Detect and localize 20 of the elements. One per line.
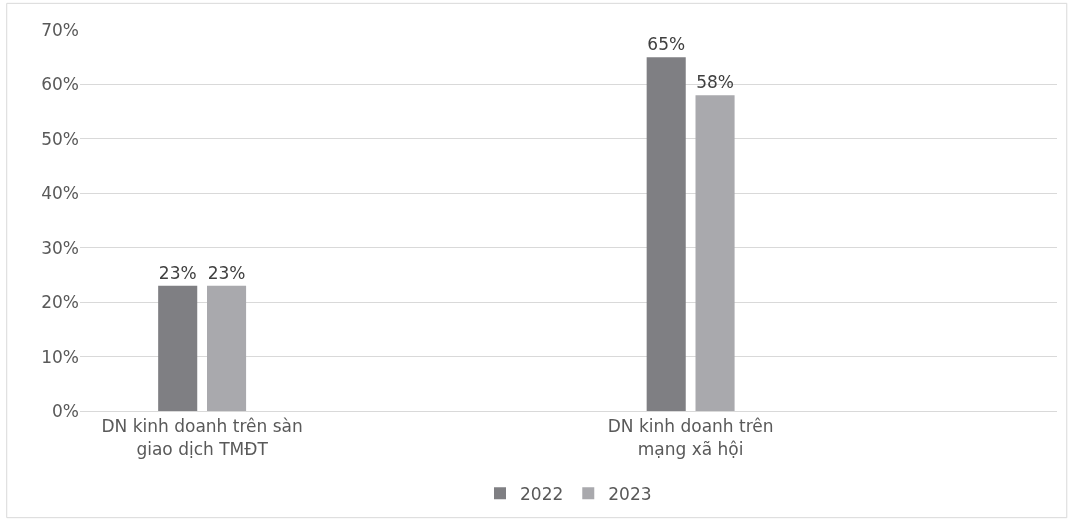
- bar: [207, 285, 247, 411]
- y-tick-label: 70%: [41, 19, 79, 40]
- y-tick-label: 40%: [41, 183, 79, 204]
- y-tick-label: 50%: [41, 128, 79, 149]
- legend-label: 2022: [520, 483, 564, 504]
- bar: [695, 95, 735, 411]
- x-tick-label: DN kinh doanh trên sàn giao dịch TMĐT: [101, 416, 303, 459]
- y-tick-label: 10%: [41, 346, 79, 367]
- y-tick-label: 0%: [52, 400, 79, 421]
- legend-label: 2023: [608, 483, 652, 504]
- y-tick-label: 60%: [41, 74, 79, 95]
- bar: [646, 57, 686, 411]
- y-tick-label: 20%: [41, 292, 79, 313]
- y-tick-label: 30%: [41, 237, 79, 258]
- data-label: 23%: [158, 262, 197, 283]
- data-label: 23%: [207, 262, 246, 283]
- bar: [158, 285, 198, 411]
- data-label: 58%: [696, 72, 734, 93]
- data-label: 65%: [647, 34, 686, 55]
- x-tick-label: DN kinh doanh trên mạng xã hội: [607, 416, 774, 459]
